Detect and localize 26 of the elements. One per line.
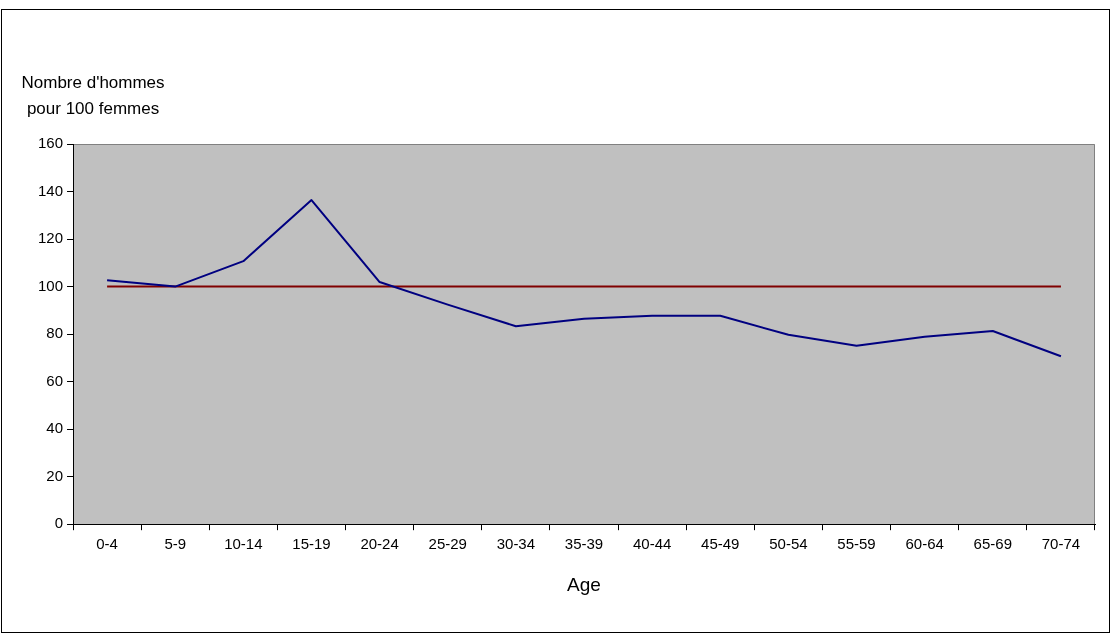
x-tick-label: 70-74: [1041, 535, 1081, 553]
y-tick-label: 60: [46, 371, 64, 389]
x-tick-label: 40-44: [632, 535, 672, 553]
x-tick-label: 5-9: [164, 535, 187, 553]
x-axis-title: Age: [567, 573, 601, 595]
y-tick-label: 140: [38, 181, 64, 199]
x-tick-label: 25-29: [428, 535, 467, 553]
x-tick-label: 50-54: [769, 535, 808, 553]
y-tick-label: 160: [38, 134, 64, 152]
y-tick-label: 0: [54, 514, 64, 532]
x-tick-label: 20-24: [360, 535, 399, 553]
y-tick-label: 80: [46, 324, 64, 342]
y-tick-label: 20: [46, 466, 64, 484]
y-tick-label: 40: [46, 419, 64, 437]
x-tick-label: 30-34: [496, 535, 536, 553]
y-tick-label: 100: [38, 276, 64, 294]
x-tick-label: 60-64: [905, 535, 944, 553]
x-tick-label: 15-19: [292, 535, 331, 553]
x-tick-label: 35-39: [564, 535, 604, 553]
x-tick-label: 0-4: [96, 535, 118, 553]
x-tick-label: 65-69: [973, 535, 1012, 553]
x-tick-label: 10-14: [224, 535, 263, 553]
x-tick-label: 45-49: [701, 535, 740, 553]
y-tick-label: 120: [38, 229, 64, 247]
x-tick-label: 55-59: [837, 535, 876, 553]
y-axis-title: Nombre d'hommes pour 100 femmes: [21, 73, 165, 118]
